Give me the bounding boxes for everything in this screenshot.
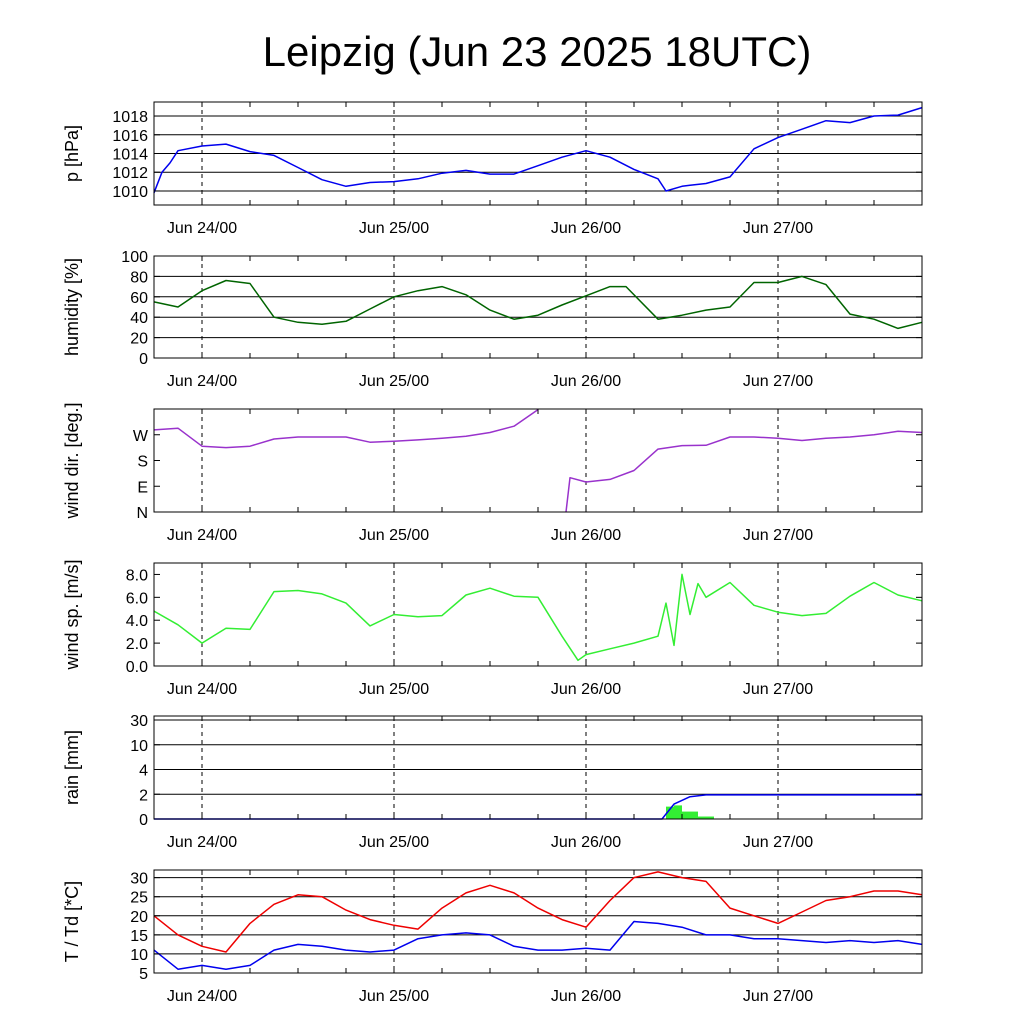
y-tick-label: 10 [130,738,148,755]
x-tick-label: Jun 26/00 [551,527,621,544]
x-tick-label: Jun 25/00 [359,988,429,1005]
y-axis-title: wind dir. [deg.] [62,402,82,519]
y-tick-label: 30 [130,713,148,730]
y-tick-label: 1016 [112,128,148,145]
x-tick-label: Jun 24/00 [167,988,237,1005]
wind-direction-series-0 [153,408,923,513]
x-tick-label: Jun 27/00 [743,681,813,698]
x-tick-label: Jun 27/00 [743,373,813,390]
y-tick-label: 2 [139,787,148,804]
y-tick-label: E [137,479,148,496]
y-tick-label: 4.0 [126,613,148,630]
x-tick-label: Jun 26/00 [551,373,621,390]
x-tick-label: Jun 25/00 [359,834,429,851]
panel-humidity: 0 20 40 60 80 100 Jun 24/00 Jun 25/00 Jun 26/00 J… [62,249,923,390]
y-tick-label: 60 [130,290,148,307]
panel-frame [153,715,923,820]
humidity-series-0 [153,275,923,330]
x-tick-label: Jun 24/00 [167,834,237,851]
x-tick-label: Jun 26/00 [551,681,621,698]
x-tick-label: Jun 24/00 [167,373,237,390]
y-tick-label: 4 [139,763,148,780]
y-tick-label: 0.0 [126,659,148,676]
y-tick-label: 2.0 [126,636,148,653]
y-tick-label: 1014 [112,147,148,164]
y-tick-label: 100 [121,249,148,266]
wind-speed-series-0 [153,573,923,662]
y-tick-label: 5 [139,966,148,983]
panel-frame [153,255,923,359]
panel-temperature: 5 10 15 20 25 30 Jun 24/00 Jun 25/00 Jun 26/00 Ju… [62,869,923,1005]
y-tick-label: 30 [130,871,148,888]
y-tick-label: 0 [139,812,148,829]
y-tick-label: S [137,454,148,471]
y-tick-label: 25 [130,890,148,907]
x-tick-label: Jun 24/00 [167,681,237,698]
y-tick-label: 20 [130,909,148,926]
chart-title: Leipzig (Jun 23 2025 18UTC) [263,28,812,75]
y-axis-title: p [hPa] [62,125,82,182]
x-tick-label: Jun 24/00 [167,527,237,544]
y-axis-title: rain [mm] [62,730,82,805]
x-tick-label: Jun 25/00 [359,527,429,544]
y-tick-label: 1012 [112,165,148,182]
panel-frame [153,869,923,974]
x-tick-label: Jun 25/00 [359,681,429,698]
x-tick-label: Jun 24/00 [167,220,237,237]
y-tick-label: 15 [130,928,148,945]
panel-wind-speed: 0.0 2.0 4.0 6.0 8.0 Jun 24/00 Jun 25/00 Jun 26/… [62,559,923,698]
x-tick-label: Jun 27/00 [743,988,813,1005]
y-axis-title: T / Td [*C] [62,881,82,962]
y-tick-label: 6.0 [126,590,148,607]
y-tick-label: 8.0 [126,567,148,584]
x-tick-label: Jun 26/00 [551,220,621,237]
panel-rain: 0 2 4 10 30 Jun 24/00 Jun 25/00 Jun 26/00 Jun 27… [62,713,923,851]
rain-bar [666,806,674,819]
y-tick-label: 80 [130,269,148,286]
y-tick-label: 20 [130,331,148,348]
x-tick-label: Jun 27/00 [743,834,813,851]
x-tick-label: Jun 27/00 [743,527,813,544]
y-axis-title: humidity [%] [62,258,82,356]
rain-bar [674,805,682,819]
panel-frame [153,408,923,513]
x-tick-label: Jun 26/00 [551,988,621,1005]
y-tick-label: 1018 [112,109,148,126]
y-tick-label: W [133,428,149,445]
y-axis-title: wind sp. [m/s] [62,559,82,670]
rain-bar [682,811,698,819]
y-tick-label: 10 [130,947,148,964]
pressure-series-0 [153,106,923,194]
rain-bar [698,816,714,819]
y-tick-label: 0 [139,351,148,368]
x-tick-label: Jun 26/00 [551,834,621,851]
x-tick-label: Jun 25/00 [359,373,429,390]
y-tick-label: N [136,505,148,522]
temperature-series-0 [153,871,923,953]
x-tick-label: Jun 25/00 [359,220,429,237]
x-tick-label: Jun 27/00 [743,220,813,237]
y-tick-label: 40 [130,310,148,327]
temperature-series-1 [153,920,923,970]
y-tick-label: 1010 [112,184,148,201]
